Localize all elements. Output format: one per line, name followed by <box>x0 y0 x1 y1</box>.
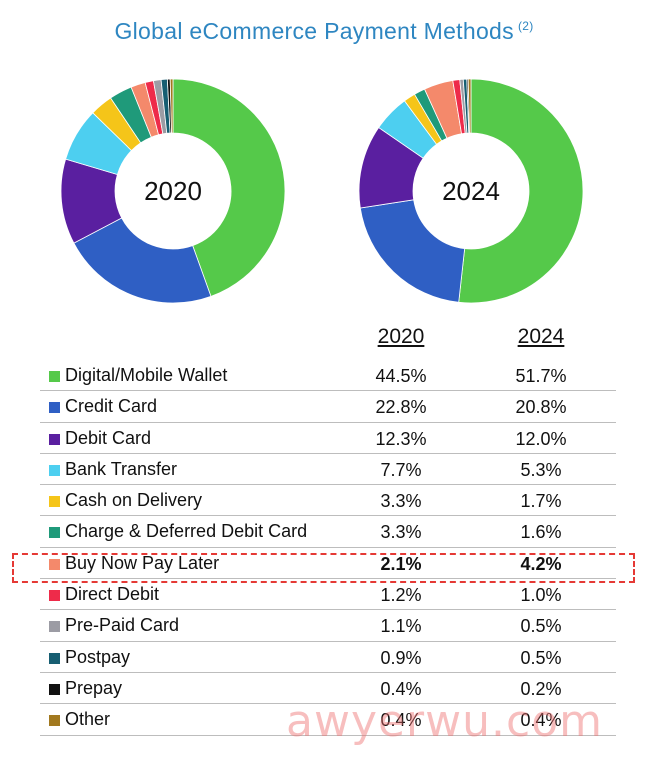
donut-slice <box>467 78 472 134</box>
value-2020: 2.1% <box>380 553 422 574</box>
donut-slice <box>73 217 212 304</box>
value-2020: 7.7% <box>380 459 422 480</box>
column-header-2024: 2024 <box>517 325 565 348</box>
table-row: Credit Card 22.8% 20.8% <box>40 391 616 423</box>
donut-chart-2024: 2024 <box>358 78 584 304</box>
donut-slice <box>359 199 466 303</box>
value-2020: 0.4% <box>380 678 422 699</box>
legend-swatch <box>49 496 60 508</box>
legend-swatch <box>49 433 60 445</box>
row-label: Bank Transfer <box>65 458 178 479</box>
value-2024: 1.7% <box>520 491 562 512</box>
donut-slice <box>169 78 174 134</box>
legend-swatch <box>49 464 60 476</box>
bnpl-highlight-box <box>12 553 635 583</box>
row-label: Cash on Delivery <box>65 490 203 511</box>
donut-slice <box>172 78 286 297</box>
table-row: Other 0.4% 0.4% <box>40 704 616 736</box>
title-footnote: (2) <box>517 19 534 33</box>
row-label: Prepay <box>65 677 123 698</box>
value-2020: 1.2% <box>380 585 422 606</box>
value-2024: 1.6% <box>520 522 562 543</box>
legend-swatch <box>49 527 60 539</box>
watermark: awyerwu.com <box>286 696 603 747</box>
row-label: Digital/Mobile Wallet <box>65 365 228 385</box>
value-2020: 1.1% <box>380 616 422 637</box>
row-label: Charge & Deferred Debit Card <box>65 521 308 542</box>
legend-swatch <box>49 652 60 664</box>
donut-center-label: 2024 <box>442 176 500 206</box>
table-row: Bank Transfer 7.7% 5.3% <box>40 454 616 486</box>
donut-slice <box>458 78 584 304</box>
legend-swatch <box>49 621 60 633</box>
value-2024: 0.5% <box>520 616 562 637</box>
value-2024: 0.4% <box>520 710 562 731</box>
value-2020: 44.5% <box>375 366 427 386</box>
row-label: Credit Card <box>65 396 158 417</box>
value-2024: 0.2% <box>520 678 562 699</box>
row-label: Buy Now Pay Later <box>65 552 220 573</box>
legend-swatch <box>49 683 60 695</box>
table-row: Charge & Deferred Debit Card 3.3% 1.6% <box>40 516 616 548</box>
row-label: Debit Card <box>65 427 152 448</box>
value-2020: 0.9% <box>380 647 422 668</box>
table-row: Debit Card 12.3% 12.0% <box>40 423 616 454</box>
row-label: Postpay <box>65 646 131 667</box>
table-row: Prepay 0.4% 0.2% <box>40 673 616 705</box>
legend-swatch <box>49 402 60 414</box>
value-2020: 22.8% <box>375 397 427 418</box>
value-2024: 4.2% <box>520 553 562 574</box>
legend-swatch <box>49 590 60 602</box>
table-row: Digital/Mobile Wallet 44.5% 51.7% <box>40 360 616 392</box>
value-2020: 12.3% <box>375 428 427 449</box>
table-row: Direct Debit 1.2% 1.0% <box>40 579 616 611</box>
table-row: Buy Now Pay Later 2.1% 4.2% <box>40 548 616 580</box>
row-label: Direct Debit <box>65 584 160 605</box>
value-2020: 3.3% <box>380 491 422 512</box>
value-2020: 3.3% <box>380 522 422 543</box>
legend-swatch <box>49 371 60 382</box>
row-label: Pre-Paid Card <box>65 615 180 636</box>
legend-table: Digital/Mobile Wallet 44.5% 51.7% Credit Ca… <box>40 360 616 736</box>
value-2020: 0.4% <box>380 710 422 731</box>
value-2024: 0.5% <box>520 647 562 668</box>
value-2024: 20.8% <box>515 397 567 418</box>
table-row: Pre-Paid Card 1.1% 0.5% <box>40 610 616 642</box>
value-2024: 51.7% <box>515 366 567 386</box>
legend-swatch <box>49 558 60 570</box>
title-text: Global eCommerce Payment Methods <box>114 18 514 44</box>
value-2024: 5.3% <box>520 459 562 480</box>
table-row: Postpay 0.9% 0.5% <box>40 642 616 673</box>
value-2024: 12.0% <box>515 428 567 449</box>
donut-center-label: 2020 <box>144 176 202 206</box>
chart-title: Global eCommerce Payment Methods (2) <box>0 18 648 45</box>
legend-swatch <box>49 715 60 727</box>
column-header-2020: 2020 <box>377 325 425 348</box>
value-2024: 1.0% <box>520 585 562 606</box>
donut-chart-2020: 2020 <box>60 78 286 304</box>
row-label: Other <box>65 709 111 730</box>
table-row: Cash on Delivery 3.3% 1.7% <box>40 485 616 517</box>
